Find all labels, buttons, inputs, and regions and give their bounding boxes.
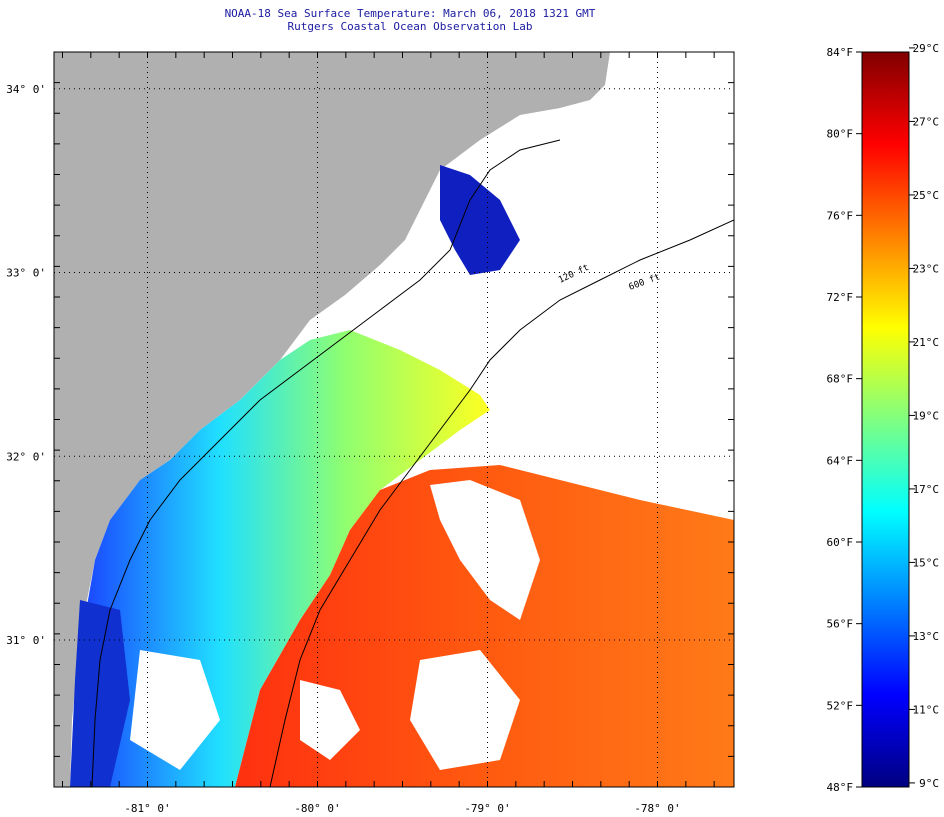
celsius-labels: 29°C 27°C 25°C 23°C 21°C 19°C 17°C 15°C 13°C 11°C…	[909, 42, 939, 790]
cloud-patch	[430, 480, 540, 620]
fahrenheit-label: 56°F	[827, 618, 854, 631]
longitude-label: -80° 0'	[294, 802, 340, 815]
latitude-label: 32° 0'	[6, 450, 46, 463]
fahrenheit-label: 52°F	[827, 699, 854, 712]
map-subtitle: Rutgers Coastal Ocean Observation Lab	[287, 20, 533, 33]
longitude-label: -79° 0'	[464, 802, 510, 815]
contour-600ft	[269, 219, 734, 787]
fahrenheit-label: 68°F	[827, 373, 854, 386]
celsius-label: 19°C	[913, 409, 940, 422]
fahrenheit-label: 60°F	[827, 536, 854, 549]
celsius-label: 25°C	[913, 189, 940, 202]
cloud-patch	[410, 650, 520, 770]
fahrenheit-label: 80°F	[827, 128, 854, 141]
gulf-stream-water	[235, 465, 734, 787]
fahrenheit-label: 84°F	[827, 46, 854, 59]
cold-patch-south	[70, 600, 130, 787]
longitude-label: -78° 0'	[634, 802, 680, 815]
graticule	[54, 52, 734, 787]
fahrenheit-label: 72°F	[827, 291, 854, 304]
celsius-label: 9°C	[919, 777, 939, 790]
latitude-label: 31° 0'	[6, 634, 46, 647]
fahrenheit-label: 76°F	[827, 209, 854, 222]
celsius-label: 17°C	[913, 483, 940, 496]
contour-120ft	[91, 139, 561, 787]
latitude-labels: 34° 0' 33° 0' 32° 0' 31° 0'	[6, 83, 46, 647]
cold-patch	[440, 165, 520, 275]
longitude-labels: -81° 0' -80° 0' -79° 0' -78° 0'	[124, 802, 680, 815]
celsius-label: 27°C	[913, 115, 940, 128]
cloud-patch	[130, 650, 220, 770]
celsius-label: 15°C	[913, 556, 940, 569]
axis-ticks	[54, 51, 734, 788]
celsius-label: 23°C	[913, 262, 940, 275]
fahrenheit-label: 64°F	[827, 454, 854, 467]
celsius-label: 21°C	[913, 336, 940, 349]
fahrenheit-labels: 84°F 80°F 76°F 72°F 68°F 64°F 60°F 56°F 52°F 48°F	[827, 46, 862, 794]
cloud-patch	[300, 680, 360, 760]
longitude-label: -81° 0'	[124, 802, 170, 815]
latitude-label: 34° 0'	[6, 83, 46, 96]
latitude-label: 33° 0'	[6, 267, 46, 280]
celsius-label: 29°C	[913, 42, 940, 55]
celsius-label: 13°C	[913, 630, 940, 643]
celsius-label: 11°C	[913, 703, 940, 716]
land-mass	[54, 52, 610, 787]
fahrenheit-label: 48°F	[827, 781, 854, 794]
map-title: NOAA-18 Sea Surface Temperature: March 0…	[224, 7, 596, 20]
colorbar-scale	[861, 51, 910, 788]
